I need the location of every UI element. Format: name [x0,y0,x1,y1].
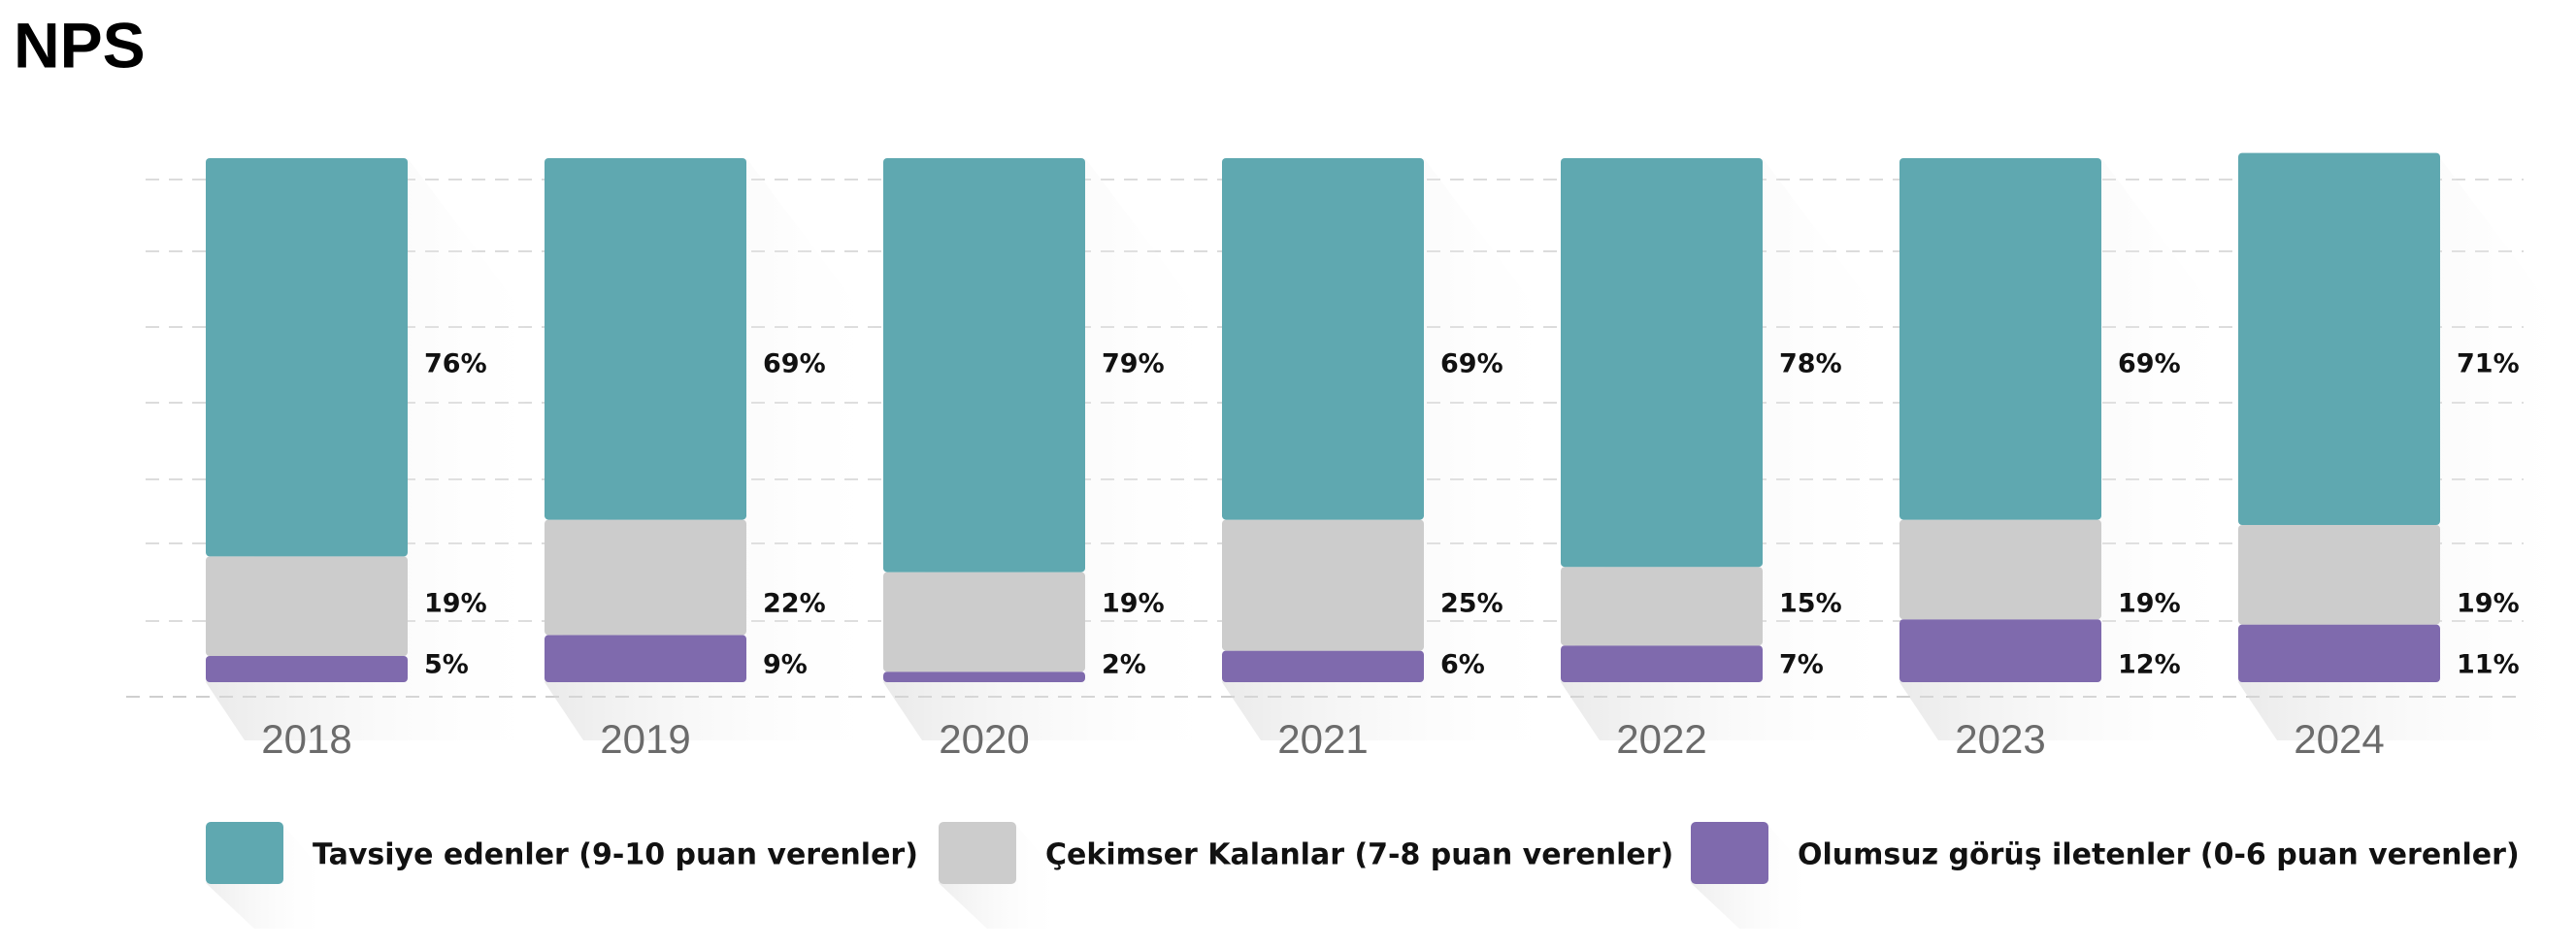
value-label: 19% [2118,589,2181,619]
bar-segment [2238,152,2440,525]
value-label: 7% [1779,650,1824,680]
bar-segment [1899,158,2101,520]
legend-swatch [1691,822,1768,884]
value-label: 76% [424,349,487,379]
bar-segment [1561,645,1763,682]
value-label: 19% [424,589,487,619]
bar-segment [2238,525,2440,625]
value-label: 2% [1102,650,1146,680]
x-tick-label: 2024 [2294,716,2384,762]
x-tick-label: 2023 [1955,716,2045,762]
value-label: 71% [2457,349,2520,379]
bar-segment [2238,624,2440,682]
value-label: 15% [1779,589,1842,619]
bar-segment [1561,567,1763,646]
value-label: 79% [1102,349,1165,379]
value-label: 19% [2457,589,2520,619]
value-label: 78% [1779,349,1842,379]
value-label: 69% [2118,349,2181,379]
bar-segment [1222,158,1424,520]
value-label: 12% [2118,650,2181,680]
bar-segment [883,158,1085,573]
bar-segment [1899,519,2101,620]
bar-segment [1222,650,1424,682]
bar-segment [883,572,1085,672]
bar-segment [545,519,746,636]
legend-swatch [206,822,283,884]
legend-label: Tavsiye edenler (9-10 puan verenler) [313,838,918,872]
x-tick-label: 2018 [261,716,351,762]
x-tick-label: 2020 [939,716,1029,762]
bar-segment [206,158,408,557]
bar-segment [1222,519,1424,651]
value-label: 69% [1440,349,1503,379]
legend-label: Çekimser Kalanlar (7-8 puan verenler) [1045,838,1673,872]
bar-segment [1561,158,1763,568]
bar-segment [206,556,408,656]
bar-segment [1899,619,2101,682]
value-label: 6% [1440,650,1485,680]
x-tick-label: 2021 [1277,716,1368,762]
bar-segment [545,158,746,520]
legend-label: Olumsuz görüş iletenler (0-6 puan verenl… [1798,838,2520,872]
x-tick-label: 2019 [600,716,690,762]
value-label: 19% [1102,589,1165,619]
value-label: 5% [424,650,469,680]
x-tick-label: 2022 [1616,716,1706,762]
value-label: 9% [763,650,808,680]
bar-segment [883,672,1085,682]
value-label: 69% [763,349,826,379]
chart-title: NPS [14,9,146,81]
legend-swatch [939,822,1016,884]
value-label: 11% [2457,650,2520,680]
bar-segment [545,635,746,682]
value-label: 25% [1440,589,1503,619]
bar-segment [206,656,408,682]
value-label: 22% [763,589,826,619]
